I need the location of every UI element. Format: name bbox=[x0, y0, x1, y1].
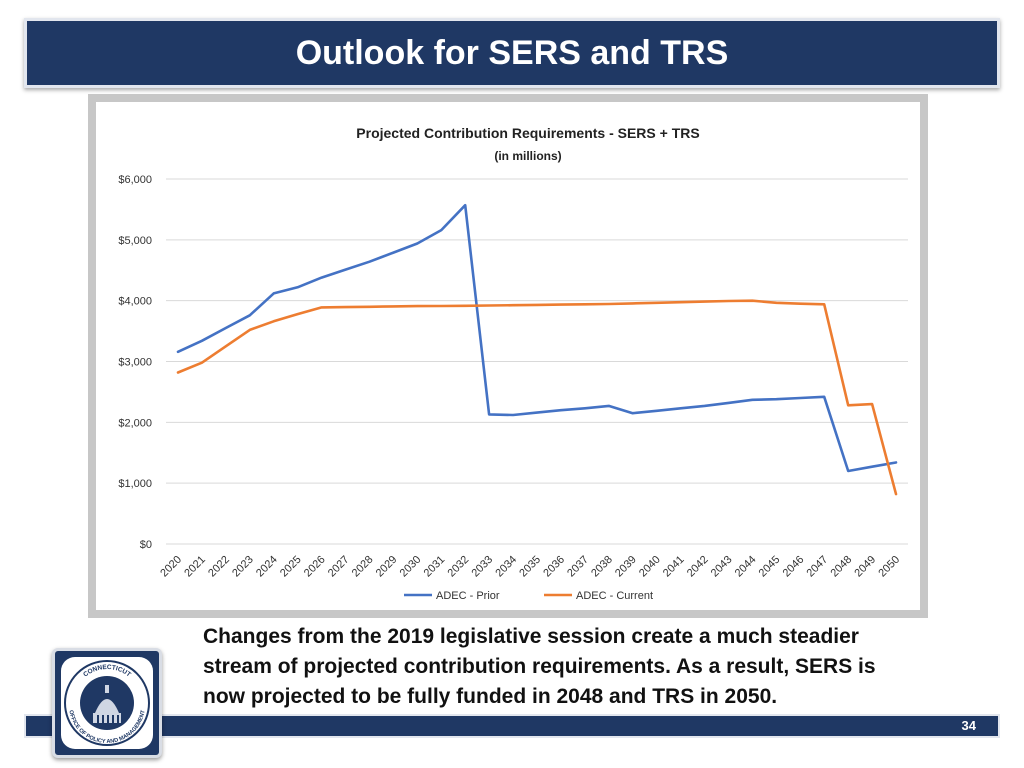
chart-subtitle: (in millions) bbox=[494, 149, 561, 163]
x-tick-label: 2046 bbox=[781, 554, 807, 580]
series-line-adec-prior bbox=[176, 203, 898, 473]
x-tick-label: 2047 bbox=[805, 554, 831, 580]
chart-title: Projected Contribution Requirements - SE… bbox=[356, 125, 699, 141]
x-tick-label: 2043 bbox=[709, 554, 735, 580]
page-number: 34 bbox=[961, 718, 976, 733]
x-tick-label: 2032 bbox=[446, 554, 472, 580]
x-tick-label: 2025 bbox=[278, 554, 304, 580]
y-tick-label: $1,000 bbox=[118, 478, 152, 490]
slide-title: Outlook for SERS and TRS bbox=[295, 33, 729, 72]
x-tick-label: 2033 bbox=[469, 554, 495, 580]
x-tick-label: 2028 bbox=[350, 554, 376, 580]
slide-title-bar: Outlook for SERS and TRS bbox=[24, 18, 1000, 88]
x-tick-label: 2022 bbox=[206, 554, 232, 580]
y-tick-label: $2,000 bbox=[118, 417, 152, 429]
x-tick-label: 2039 bbox=[613, 554, 639, 580]
x-tick-label: 2041 bbox=[661, 554, 687, 580]
footer-bar: 34 bbox=[24, 714, 1000, 738]
y-axis-tick-labels: $0 $1,000 $2,000 $3,000 $4,000 $5,000 $6,000 bbox=[118, 174, 152, 551]
x-tick-label: 2036 bbox=[541, 554, 567, 580]
x-tick-label: 2050 bbox=[876, 554, 902, 580]
x-tick-label: 2038 bbox=[589, 554, 615, 580]
x-tick-label: 2027 bbox=[326, 554, 352, 580]
x-tick-label: 2031 bbox=[422, 554, 448, 580]
series-lines bbox=[176, 203, 898, 496]
y-tick-label: $4,000 bbox=[118, 296, 152, 308]
chart-area: Projected Contribution Requirements - SE… bbox=[96, 102, 920, 610]
x-tick-label: 2023 bbox=[230, 554, 256, 580]
y-tick-label: $0 bbox=[140, 539, 152, 551]
legend-label: ADEC - Prior bbox=[436, 590, 500, 602]
x-tick-label: 2029 bbox=[374, 554, 400, 580]
y-tick-label: $5,000 bbox=[118, 235, 152, 247]
y-tick-label: $6,000 bbox=[118, 174, 152, 186]
x-tick-label: 2040 bbox=[637, 554, 663, 580]
chart-frame: Projected Contribution Requirements - SE… bbox=[88, 94, 928, 618]
x-tick-label: 2049 bbox=[852, 554, 878, 580]
x-tick-label: 2045 bbox=[757, 554, 783, 580]
x-tick-label: 2030 bbox=[398, 554, 424, 580]
x-tick-label: 2026 bbox=[302, 554, 328, 580]
x-tick-label: 2035 bbox=[517, 554, 543, 580]
x-tick-label: 2044 bbox=[733, 554, 759, 580]
series-line-adec-current bbox=[176, 299, 898, 496]
x-tick-label: 2037 bbox=[565, 554, 591, 580]
x-tick-label: 2048 bbox=[828, 554, 854, 580]
y-tick-label: $3,000 bbox=[118, 357, 152, 369]
x-tick-label: 2020 bbox=[158, 554, 184, 580]
x-tick-label: 2042 bbox=[685, 554, 711, 580]
legend: ADEC - Prior ADEC - Current bbox=[404, 590, 653, 602]
x-tick-label: 2034 bbox=[493, 554, 519, 580]
legend-label: ADEC - Current bbox=[576, 590, 653, 602]
x-tick-label: 2024 bbox=[254, 554, 280, 580]
x-tick-label: 2021 bbox=[182, 554, 208, 580]
line-chart: Projected Contribution Requirements - SE… bbox=[118, 125, 908, 602]
x-axis-tick-labels: 2020202120222023202420252026202720282029… bbox=[158, 554, 902, 580]
slide-caption: Changes from the 2019 legislative sessio… bbox=[203, 625, 876, 708]
gridlines bbox=[166, 178, 908, 545]
connecticut-opm-logo: CONNECTICUT OFFICE OF POLICY AND MANAGEME… bbox=[52, 648, 162, 758]
